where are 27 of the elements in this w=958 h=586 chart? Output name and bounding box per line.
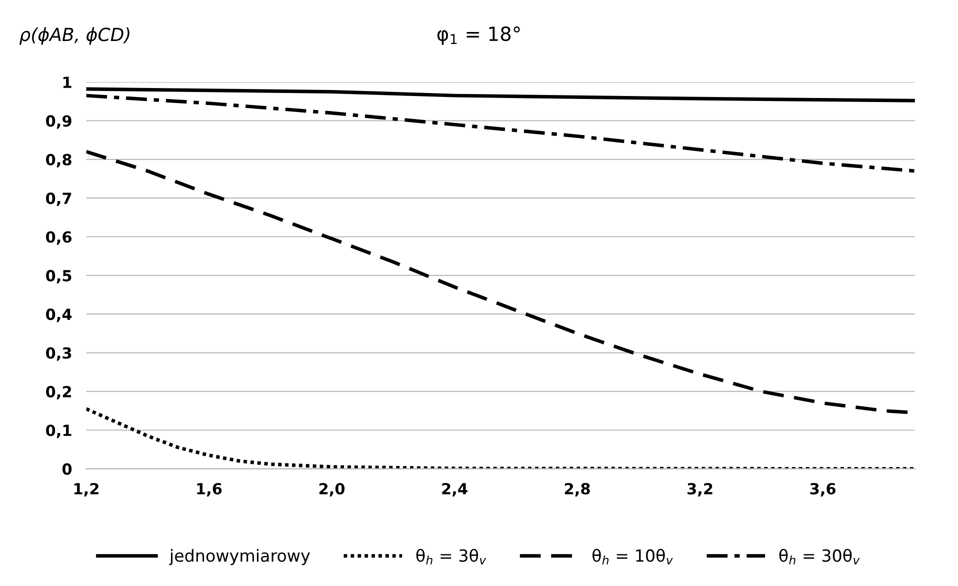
legend-label: θ$_{h}$ = 3θ$_{v}$	[416, 548, 486, 564]
x-tick-label: 2,8	[564, 482, 590, 496]
x-tick-label: 2,4	[442, 482, 468, 496]
line-series	[86, 87, 915, 102]
y-tick-label: 0,4	[46, 308, 72, 322]
legend-label: θ$_{h}$ = 30θ$_{v}$	[779, 548, 860, 564]
y-tick-label: 0,2	[46, 386, 72, 400]
y-tick-label: 0	[62, 463, 72, 475]
x-tick-label: 2,0	[319, 482, 345, 496]
y-axis-title: ρ(ϕAB, ϕCD)	[19, 27, 130, 45]
x-tick-label: 3,2	[688, 482, 712, 496]
line-series	[86, 407, 915, 469]
y-tick-label: 0,7	[46, 192, 72, 206]
y-tick-label: 0,9	[46, 115, 72, 129]
legend-label: jednowymiarowy	[169, 549, 310, 566]
x-tick-label: 1,2	[74, 482, 98, 496]
line-series	[86, 94, 915, 173]
y-tick-label: 0,1	[46, 424, 72, 438]
chart-title: φ$_{1}$ = 18°	[437, 26, 520, 45]
y-tick-label: 0,8	[46, 154, 72, 168]
y-tick-label: 0,5	[46, 270, 72, 284]
y-tick-label: 1	[63, 76, 72, 88]
x-tick-label: 1,6	[197, 482, 222, 496]
legend-label: θ$_{h}$ = 10θ$_{v}$	[592, 548, 673, 564]
x-tick-label: 3,6	[810, 482, 836, 496]
y-tick-label: 0,6	[46, 231, 72, 245]
y-tick-label: 0,3	[46, 347, 72, 361]
